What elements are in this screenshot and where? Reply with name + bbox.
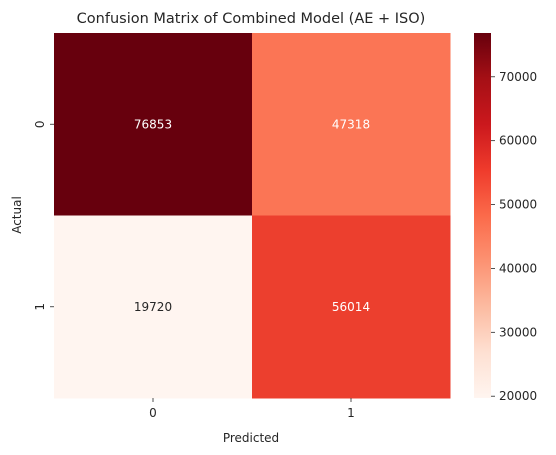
heatmap-cell-r0-c0 (54, 33, 253, 216)
chart-title: Confusion Matrix of Combined Model (AE +… (77, 11, 426, 27)
colorbar-tick-label: 30000 (499, 325, 537, 339)
cell-value-label-r0-c0: 76853 (134, 117, 172, 131)
cell-value-label-r1-c1: 56014 (332, 300, 370, 314)
y-axis-ticks: 01 (33, 120, 54, 311)
y-axis-label: Actual (10, 196, 24, 234)
colorbar-ticks: 20000 30000 40000 50000 60000 70000 (491, 70, 537, 403)
colorbar-tick-label: 20000 (499, 389, 537, 403)
y-tick-label: 1 (33, 303, 47, 311)
colorbar-tick-label: 40000 (499, 261, 537, 275)
colorbar (474, 33, 491, 398)
x-axis-label: Predicted (223, 431, 279, 445)
cell-value-label-r0-c1: 47318 (332, 117, 370, 131)
cell-value-label-r1-c0: 19720 (134, 300, 172, 314)
heatmap-cell-labels: 76853 47318 19720 56014 (134, 117, 370, 314)
colorbar-tick-label: 70000 (499, 70, 537, 84)
y-tick-label: 0 (33, 120, 47, 128)
heatmap-cell-r0-c1 (252, 33, 451, 216)
x-tick-label: 1 (347, 406, 355, 420)
colorbar-tick-label: 50000 (499, 198, 537, 212)
x-tick-label: 0 (149, 406, 157, 420)
heatmap-cell-r1-c0 (54, 215, 253, 399)
colorbar-tick-label: 60000 (499, 134, 537, 148)
heatmap-cell-r1-c1 (252, 215, 451, 399)
heatmap-cells (54, 33, 451, 399)
